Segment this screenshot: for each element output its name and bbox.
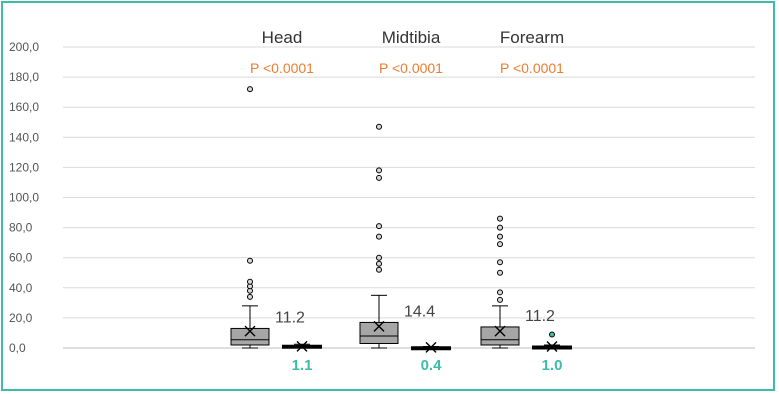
outlier-point xyxy=(497,259,503,266)
mean-marker xyxy=(425,341,437,353)
outlier-point xyxy=(376,167,382,174)
outlier-point xyxy=(376,260,382,267)
outlier-point xyxy=(376,223,382,230)
outlier-point xyxy=(376,123,382,130)
iqr-box xyxy=(359,321,399,344)
y-tick-label: 160,0 xyxy=(9,100,39,114)
y-tick-label: 20,0 xyxy=(9,311,33,325)
p-value-label: P <0.0001 xyxy=(500,60,564,76)
y-tick-label: 0,0 xyxy=(9,341,26,355)
outlier-point xyxy=(376,254,382,261)
y-tick-label: 60,0 xyxy=(9,251,33,265)
outlier-point xyxy=(497,224,503,231)
mean-marker xyxy=(494,325,506,337)
outlier-point xyxy=(497,296,503,303)
control-mean-label: 0.4 xyxy=(421,357,443,374)
y-tick-label: 80,0 xyxy=(9,221,33,235)
mean-marker xyxy=(296,340,308,352)
p-value-label: P <0.0001 xyxy=(379,60,443,76)
outlier-point xyxy=(376,174,382,181)
region-label: Head xyxy=(262,28,303,47)
p-value-label: P <0.0001 xyxy=(250,60,314,76)
mean-marker xyxy=(244,325,256,337)
y-tick-label: 100,0 xyxy=(9,191,39,205)
outlier-point xyxy=(247,86,253,93)
outlier-point xyxy=(376,266,382,273)
iqr-box xyxy=(230,327,270,346)
outlier-point xyxy=(247,293,253,300)
outlier-point xyxy=(247,278,253,285)
y-tick-label: 40,0 xyxy=(9,281,33,295)
y-tick-label: 120,0 xyxy=(9,160,39,174)
control-mean-label: 1.1 xyxy=(292,357,313,374)
outlier-point xyxy=(497,241,503,248)
box-plot-chart: 0,0 20,0 40,0 60,0 80,0 100,0 120,0 140,0 160,0 1… xyxy=(9,28,755,374)
region-label: Midtibia xyxy=(382,28,441,47)
outlier-point xyxy=(247,257,253,264)
mean-value-label: 14.4 xyxy=(404,303,435,320)
y-tick-label: 200,0 xyxy=(9,40,39,54)
mean-marker xyxy=(546,341,558,352)
mean-marker xyxy=(373,320,385,332)
control-mean-label: 1.0 xyxy=(542,357,563,374)
outlier-point xyxy=(549,331,555,338)
y-tick-label: 140,0 xyxy=(9,130,39,144)
mean-value-label: 11.2 xyxy=(525,308,555,325)
outlier-point xyxy=(376,233,382,240)
outlier-point xyxy=(497,215,503,222)
outlier-point xyxy=(497,269,503,276)
mean-value-label: 11.2 xyxy=(275,309,305,326)
iqr-box xyxy=(480,326,520,346)
y-tick-label: 180,0 xyxy=(9,70,39,84)
region-label: Forearm xyxy=(500,28,564,47)
outlier-point xyxy=(497,289,503,296)
outlier-point xyxy=(497,233,503,240)
